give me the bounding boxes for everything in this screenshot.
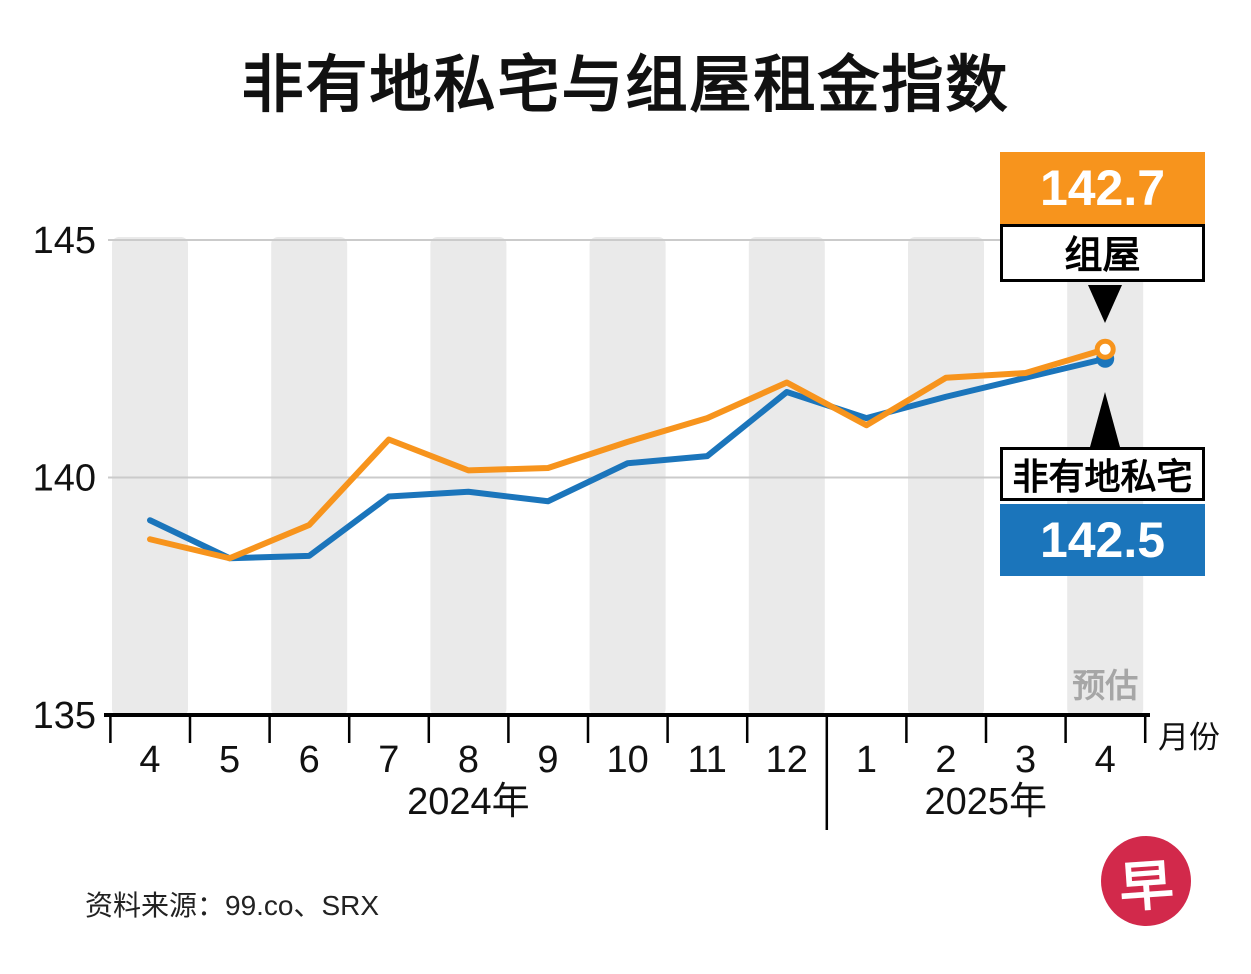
series-line-非有地私宅 <box>147 355 1109 562</box>
x-axis-title: 月份 <box>1158 720 1220 755</box>
x-tick-label: 3 <box>1015 739 1036 781</box>
x-tick-label: 9 <box>537 739 558 781</box>
y-tick-label: 140 <box>33 458 96 500</box>
private-pointer-arrow-icon <box>1090 392 1120 447</box>
private-series-label: 非有地私宅 <box>1000 447 1205 501</box>
x-tick-label: 4 <box>139 739 160 781</box>
x-tick-label: 11 <box>687 739 726 781</box>
zaobao-logo: 早 <box>1101 836 1191 926</box>
estimate-label: 预估 <box>1072 667 1138 704</box>
x-tick-label: 8 <box>458 739 479 781</box>
chart-area: 4 5 6 7 8 9 10 11 12 1 2 3 4 2024年 2025年 月份 135 140 145 预估 … <box>33 152 1220 830</box>
x-tick-label: 5 <box>219 739 240 781</box>
year-label: 2024年 <box>407 781 530 823</box>
series-line-组屋 <box>147 346 1109 562</box>
data-source-note: 资料来源：99.co、SRX <box>85 890 380 921</box>
hdb-value-callout: 142.7 <box>1000 152 1205 224</box>
x-tick-label: 12 <box>766 739 808 781</box>
x-tick-label: 2 <box>935 739 956 781</box>
zaobao-logo-glyph: 早 <box>1117 854 1176 919</box>
chart-title: 非有地私宅与组屋租金指数 <box>241 51 1010 120</box>
hdb-pointer-arrow-icon <box>1088 285 1122 323</box>
x-tick-label: 6 <box>299 739 320 781</box>
x-tick-label: 1 <box>856 739 877 781</box>
hdb-end-marker <box>1094 338 1116 360</box>
x-tick-label: 4 <box>1095 739 1116 781</box>
x-tick-label: 10 <box>606 739 648 781</box>
x-tick-label: 7 <box>378 739 399 781</box>
hdb-series-label: 组屋 <box>1000 224 1205 282</box>
y-tick-label: 135 <box>33 695 96 737</box>
y-tick-label: 145 <box>33 220 96 262</box>
year-label: 2025年 <box>925 781 1048 823</box>
private-value-callout: 142.5 <box>1000 504 1205 576</box>
